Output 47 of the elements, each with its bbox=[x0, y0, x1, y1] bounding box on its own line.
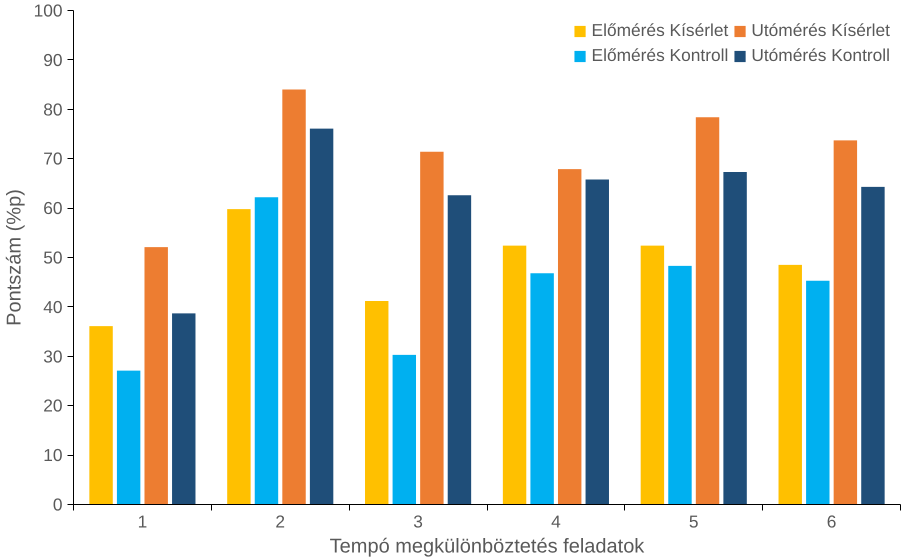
x-tick-label: 2 bbox=[275, 512, 286, 532]
bar bbox=[502, 246, 526, 504]
y-tick-label: 100 bbox=[34, 0, 63, 20]
y-tick-label: 0 bbox=[52, 494, 63, 514]
x-tick-label: 6 bbox=[826, 512, 836, 532]
y-tick-label: 40 bbox=[43, 296, 63, 317]
x-tick-label: 1 bbox=[138, 512, 148, 532]
bar bbox=[668, 266, 692, 504]
bar bbox=[172, 313, 196, 504]
bar bbox=[834, 140, 858, 504]
y-tick-label: 50 bbox=[43, 248, 63, 268]
bar bbox=[254, 197, 278, 504]
bar bbox=[723, 172, 747, 504]
bar bbox=[144, 247, 168, 504]
bar bbox=[392, 354, 416, 504]
bar bbox=[778, 264, 802, 504]
legend-label: Előmérés Kontroll bbox=[592, 45, 728, 66]
legend-label: Utómérés Kontroll bbox=[751, 45, 890, 66]
y-tick-label: 20 bbox=[43, 396, 63, 416]
x-tick-label: 5 bbox=[688, 512, 699, 532]
bar bbox=[640, 246, 664, 504]
bar bbox=[282, 90, 306, 504]
y-axis-title: Pontszám (%p) bbox=[4, 189, 26, 326]
y-tick-label: 30 bbox=[43, 346, 63, 366]
bar bbox=[861, 186, 885, 504]
x-tick-label: 3 bbox=[413, 512, 423, 532]
y-tick-label: 80 bbox=[43, 99, 63, 120]
bar bbox=[116, 370, 140, 504]
bar bbox=[420, 152, 444, 504]
x-axis-title: Tempó megkülönböztetés feladatok bbox=[330, 536, 646, 558]
x-tick-label: 4 bbox=[551, 512, 562, 532]
bar bbox=[586, 179, 609, 504]
y-tick-label: 60 bbox=[43, 198, 63, 218]
bar bbox=[365, 300, 388, 504]
bar bbox=[530, 273, 554, 504]
bar bbox=[227, 209, 251, 504]
y-tick-label: 10 bbox=[43, 445, 63, 466]
legend-label: Utómérés Kísérlet bbox=[751, 20, 890, 41]
bar bbox=[806, 280, 830, 504]
bar bbox=[558, 169, 582, 504]
bar bbox=[89, 326, 113, 504]
bar bbox=[448, 195, 472, 504]
bar bbox=[310, 128, 334, 504]
y-tick-label: 70 bbox=[43, 148, 63, 169]
bar bbox=[696, 117, 720, 504]
legend-label: Előmérés Kísérlet bbox=[592, 20, 728, 41]
y-tick-label: 90 bbox=[43, 50, 63, 70]
